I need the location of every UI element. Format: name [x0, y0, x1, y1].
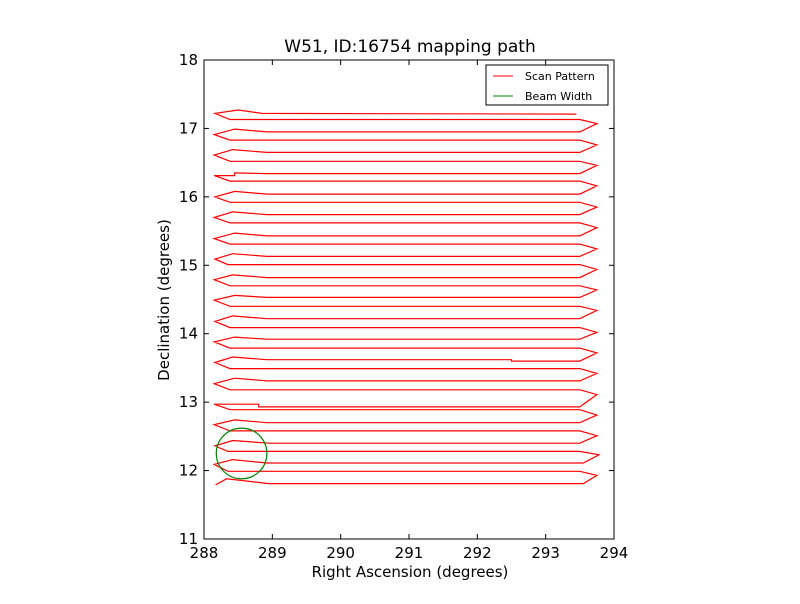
y-tick-label: 18	[179, 51, 198, 69]
y-tick-label: 16	[179, 188, 198, 206]
x-axis-label: Right Ascension (degrees)	[312, 563, 509, 581]
y-axis: 11 12 13 14 15 16 17 18	[179, 51, 614, 548]
x-tick-label: 293	[531, 544, 560, 562]
y-tick-label: 13	[179, 393, 198, 411]
series-layer	[212, 109, 601, 486]
y-tick-label: 14	[179, 325, 198, 343]
y-tick-label: 17	[179, 119, 198, 137]
x-tick-label: 289	[258, 544, 287, 562]
chart-title: W51, ID:16754 mapping path	[284, 37, 535, 57]
y-axis-label: Declination (degrees)	[155, 219, 173, 381]
x-tick-label: 290	[326, 544, 355, 562]
beam-width-circle	[215, 427, 268, 480]
y-tick-label: 11	[179, 530, 198, 548]
x-tick-label: 292	[463, 544, 492, 562]
y-tick-label: 12	[179, 462, 198, 480]
x-tick-label: 291	[395, 544, 424, 562]
y-tick-label: 15	[179, 256, 198, 274]
legend: Scan Pattern Beam Width	[485, 64, 609, 106]
x-tick-label: 294	[600, 544, 629, 562]
legend-label-scan-pattern: Scan Pattern	[525, 70, 595, 83]
x-tick-label: 288	[190, 544, 219, 562]
x-axis: 288 289 290 291 292 293 294	[190, 60, 629, 562]
legend-label-beam-width: Beam Width	[525, 90, 592, 103]
legend-box	[485, 64, 609, 106]
plot-area	[203, 59, 615, 540]
scan-pattern-line	[212, 109, 601, 486]
